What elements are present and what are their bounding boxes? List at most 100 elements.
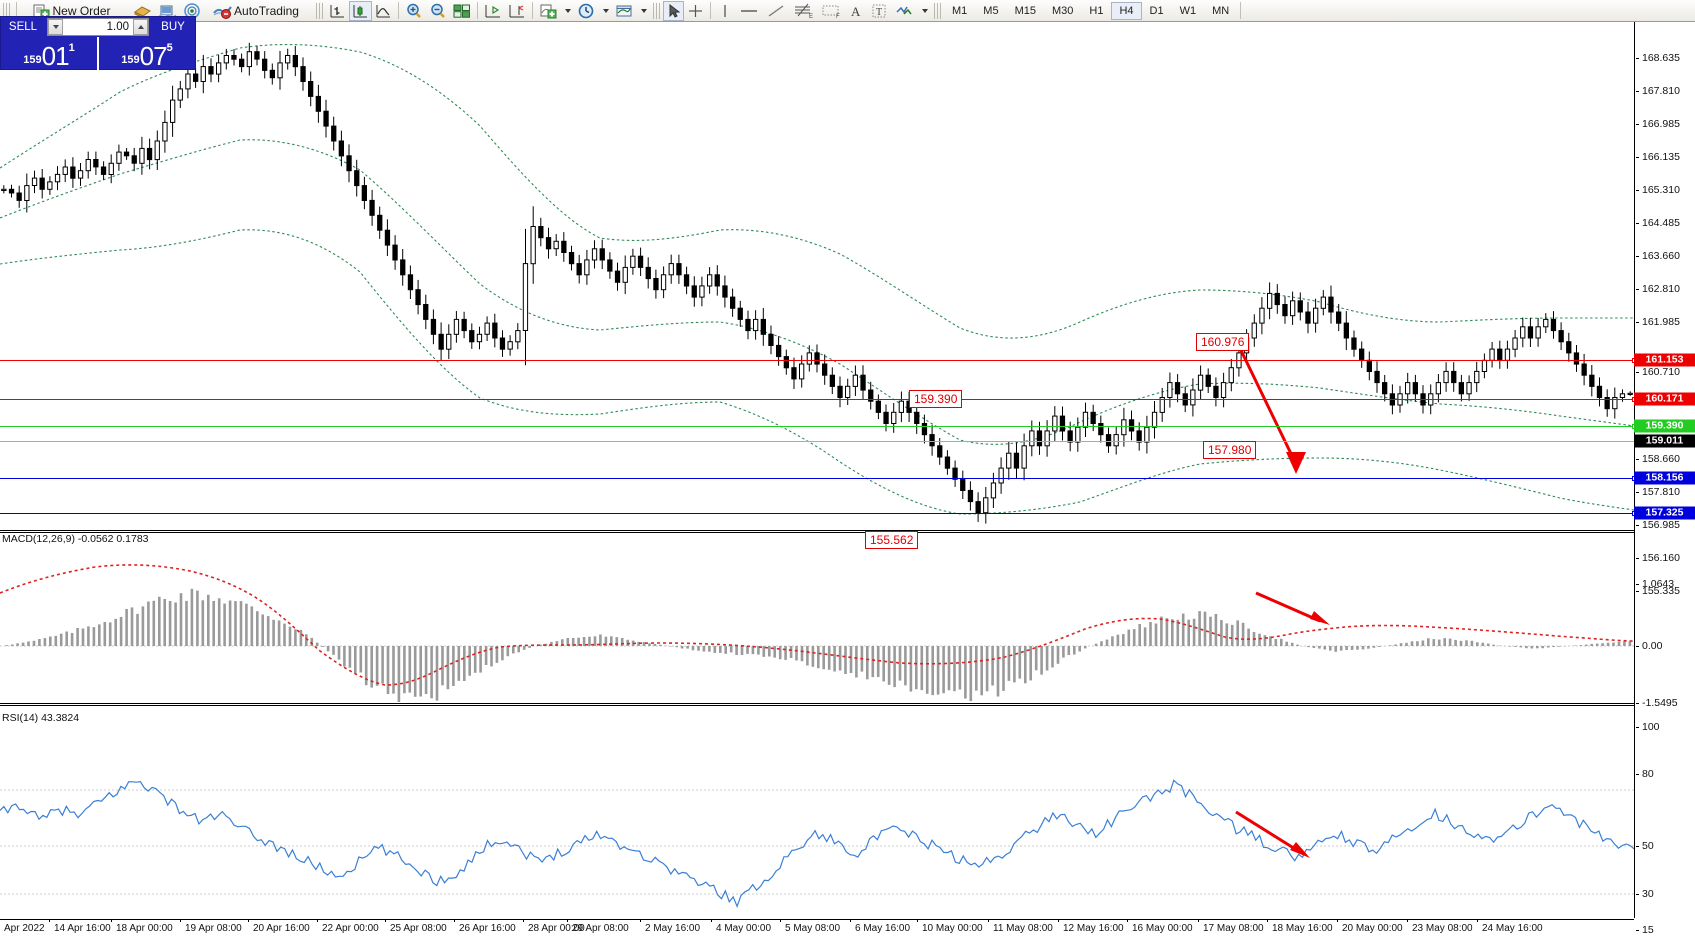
timeframe-h1[interactable]: H1	[1089, 4, 1104, 17]
sub-axis-tick: 30	[1636, 888, 1695, 900]
indicators-list-icon[interactable]	[536, 1, 560, 21]
crosshair-icon[interactable]	[684, 1, 707, 21]
templates-dropdown-arrow[interactable]	[636, 1, 650, 21]
candlestick-chart-icon[interactable]	[349, 0, 372, 21]
price-label-158156[interactable]: 158.156	[1634, 471, 1695, 485]
autotrading-icon[interactable]: AutoTrading	[205, 1, 313, 21]
one-click-price-row: 159 01 1 159 07 5	[1, 37, 195, 70]
macd-histogram	[5, 588, 1632, 702]
sub-axis-tick: 100	[1636, 721, 1695, 733]
time-tick: Apr 2022	[0, 919, 45, 934]
price-label-157325[interactable]: 157.325	[1634, 506, 1695, 520]
chart-tile-icon[interactable]	[450, 1, 474, 21]
price-pane[interactable]	[0, 22, 1634, 530]
text-icon[interactable]: F	[817, 1, 845, 21]
macd-indicator-label: MACD(12,26,9) -0.0562 0.1783	[2, 533, 149, 545]
sell-price-main: 01	[41, 41, 70, 71]
sub-axis-tick: 0.00	[1636, 640, 1695, 652]
price-tick: 160.710	[1636, 366, 1695, 378]
sell-price[interactable]: 159 01 1	[1, 37, 97, 70]
toolbar-grip-4[interactable]	[934, 2, 941, 19]
indicators-dropdown-arrow[interactable]	[560, 1, 574, 21]
horizontal-line-icon[interactable]	[735, 1, 763, 21]
bearish-arrow-macd[interactable]	[1255, 591, 1330, 625]
price-label-159011[interactable]: 159.011	[1634, 434, 1695, 448]
time-tick: 10 May 00:00	[917, 919, 983, 934]
price-axis[interactable]: 168.635 167.810 166.985 166.135 165.310 164.4…	[1634, 22, 1695, 936]
toolbar-grip-2[interactable]	[316, 2, 323, 19]
chart-window[interactable]: GBPJPY-,H4 159.005 159.055 158.901 159.0…	[0, 22, 1695, 938]
drawing-dropdown-arrow[interactable]	[917, 1, 931, 21]
buy-price-fraction: 5	[166, 42, 173, 54]
drawing-objects-icon[interactable]	[891, 1, 917, 21]
volume-value[interactable]: 1.00	[106, 21, 129, 33]
templates-icon[interactable]	[612, 1, 636, 21]
text-label-a-icon[interactable]: A	[845, 1, 867, 21]
rsi-pane[interactable]: RSI(14) 43.3824	[0, 712, 1634, 918]
cursor-icon[interactable]	[663, 0, 684, 21]
time-tick: 23 May 08:00	[1407, 919, 1473, 934]
toolbar-separator-6	[1240, 2, 1242, 19]
timeframe-h4[interactable]: H4	[1111, 1, 1142, 20]
buy-price[interactable]: 159 07 5	[99, 37, 195, 70]
time-tick: 28 Apr 00:00	[523, 919, 585, 934]
time-tick: 17 May 08:00	[1198, 919, 1264, 934]
fibonacci-retracement-icon[interactable]: E	[789, 1, 817, 21]
main-toolbar: New Order AutoTrading	[0, 0, 1695, 22]
sub-axis-tick: 1.0643	[1636, 578, 1695, 590]
zoom-in-icon[interactable]	[402, 1, 426, 21]
bar-chart-icon[interactable]	[326, 1, 349, 21]
toolbar-grip[interactable]	[3, 2, 10, 19]
time-tick: 29 Apr 08:00	[567, 919, 629, 934]
text-label-icon[interactable]: T	[867, 1, 891, 21]
auto-scroll-icon[interactable]	[505, 1, 529, 21]
line-chart-icon[interactable]	[372, 1, 395, 21]
annotation-160976[interactable]: 160.976	[1196, 333, 1250, 351]
hline-pivot-159390[interactable]	[0, 424, 1637, 429]
chart-shift-icon[interactable]	[481, 1, 505, 21]
price-label-159390[interactable]: 159.390	[1634, 419, 1695, 433]
price-label-160171[interactable]: 160.171	[1634, 392, 1695, 406]
time-tick: 19 Apr 08:00	[180, 919, 242, 934]
volume-increase-button[interactable]	[133, 19, 148, 35]
toolbar-separator-4	[532, 2, 533, 19]
timeframe-m30[interactable]: M30	[1051, 4, 1074, 17]
macd-pane[interactable]: MACD(12,26,9) -0.0562 0.1783	[0, 533, 1634, 703]
svg-text:T: T	[876, 7, 882, 18]
buy-button[interactable]: BUY	[151, 17, 195, 37]
sell-button[interactable]: SELL	[1, 17, 45, 37]
timeframe-w1[interactable]: W1	[1179, 4, 1197, 17]
price-tick: 166.985	[1636, 118, 1695, 130]
hline-current-price[interactable]	[0, 441, 1634, 442]
timeframe-m15[interactable]: M15	[1014, 4, 1036, 17]
timeframe-d1[interactable]: D1	[1149, 4, 1164, 17]
hline-support-158156[interactable]	[0, 476, 1637, 481]
time-tick: 22 Apr 00:00	[317, 919, 379, 934]
timeframe-m1[interactable]: M1	[952, 4, 968, 17]
toolbar-separator-2	[398, 2, 399, 19]
vertical-line-icon[interactable]	[714, 1, 735, 21]
period-separator-icon[interactable]	[574, 1, 598, 21]
volume-stepper[interactable]: 1.00	[47, 18, 149, 36]
hline-resistance-160171[interactable]	[0, 397, 1637, 402]
hline-support-157325[interactable]	[0, 511, 1637, 516]
buy-price-main: 07	[139, 41, 168, 71]
bearish-arrow-rsi[interactable]	[1235, 810, 1310, 858]
candlestick-series	[1, 42, 1633, 524]
sub-axis-tick: 50	[1636, 840, 1695, 852]
annotation-155562[interactable]: 155.562	[865, 531, 919, 549]
period-dropdown-arrow[interactable]	[598, 1, 612, 21]
timeframe-mn[interactable]: MN	[1212, 4, 1230, 17]
trendline-icon[interactable]	[763, 1, 789, 21]
time-axis[interactable]: Apr 2022 14 Apr 16:00 18 Apr 00:00 19 Apr 0…	[0, 919, 1634, 938]
annotation-159390[interactable]: 159.390	[909, 390, 963, 408]
price-label-161153[interactable]: 161.153	[1634, 353, 1695, 367]
time-tick: 2 May 16:00	[639, 919, 701, 934]
zoom-out-icon[interactable]	[426, 1, 450, 21]
toolbar-grip-3[interactable]	[653, 2, 660, 19]
one-click-trading-panel[interactable]: SELL 1.00 BUY 159 01 1 159 07	[0, 16, 196, 70]
timeframe-m5[interactable]: M5	[983, 4, 999, 17]
hline-resistance-161153[interactable]	[0, 358, 1637, 363]
annotation-157980[interactable]: 157.980	[1203, 441, 1257, 459]
volume-decrease-button[interactable]	[48, 19, 63, 35]
